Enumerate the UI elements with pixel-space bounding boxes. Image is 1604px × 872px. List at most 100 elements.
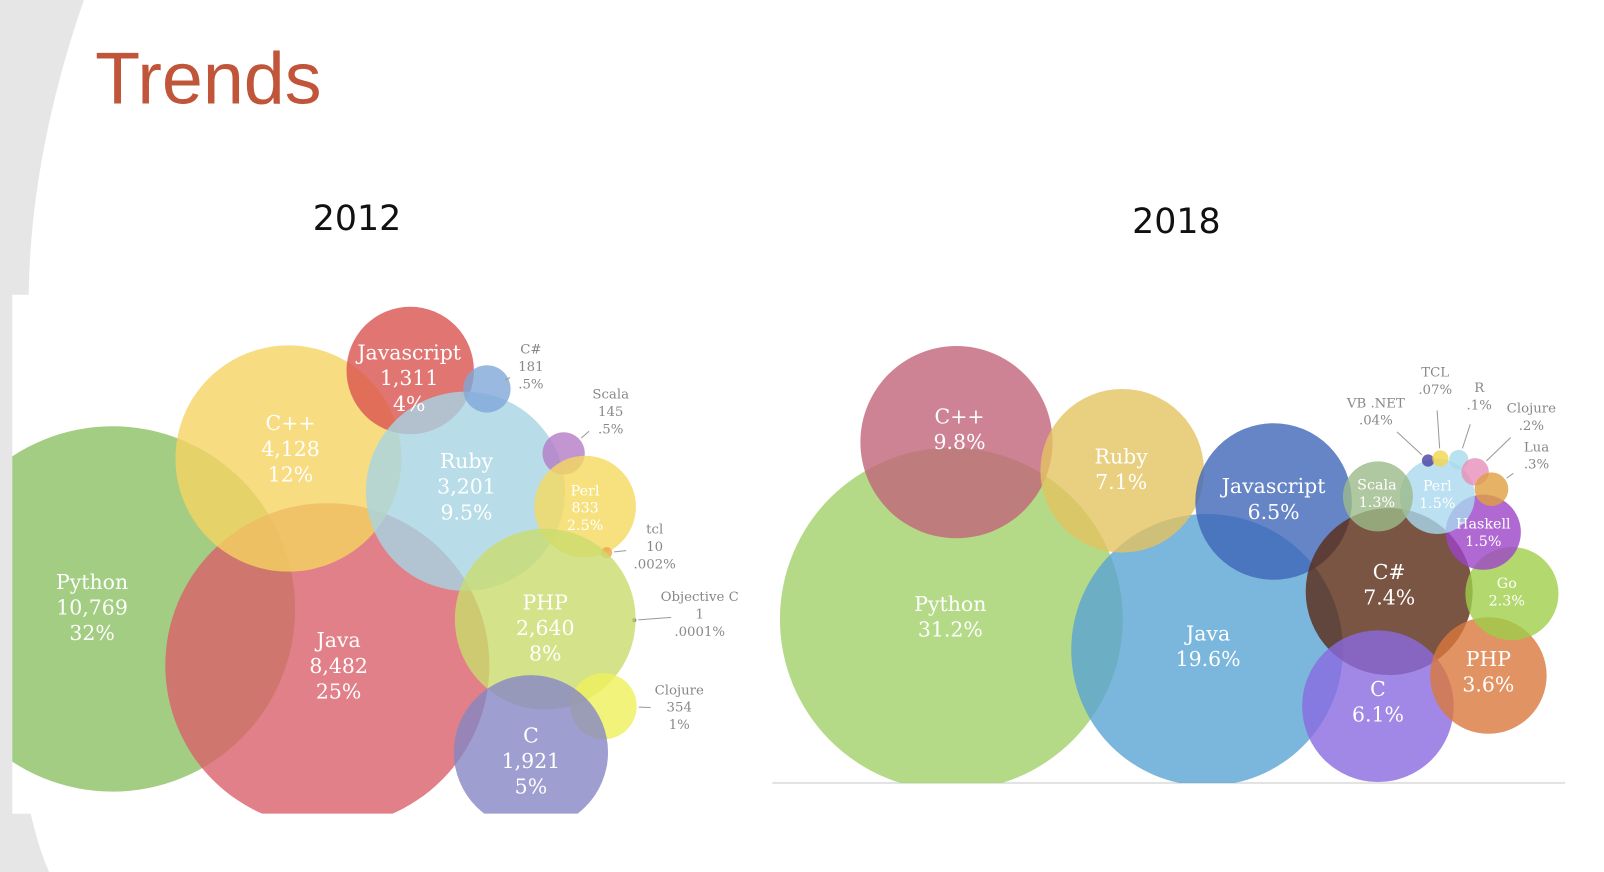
bubble-label: 145: [598, 405, 623, 420]
bubble-label: 1: [695, 608, 703, 623]
bubble-label: 9.5%: [440, 500, 492, 524]
bubble: [1421, 454, 1435, 467]
chart-title: 2012: [313, 199, 401, 239]
bubble-label: 2.5%: [567, 518, 603, 534]
bubble-label: 833: [571, 501, 598, 517]
bubble-label: C++: [266, 411, 316, 435]
bubble: [1302, 630, 1454, 783]
bubble-chart: [779, 346, 1559, 783]
bubble-label: .5%: [518, 377, 543, 392]
bubble-label: 3.6%: [1462, 673, 1514, 697]
bubble: [175, 345, 402, 572]
bubble-label: Scala: [1357, 478, 1397, 494]
bubble-label: 31.2%: [918, 617, 983, 641]
chart-title: 2018: [1132, 202, 1220, 242]
bubble: [1474, 472, 1509, 507]
bubble-label: Java: [315, 628, 361, 652]
leader-line: [1461, 424, 1471, 449]
bubble-label: Haskell: [1456, 517, 1511, 533]
leader-line: [614, 550, 627, 553]
bubble-label: 12%: [268, 462, 313, 486]
bubble-label: tcl: [646, 523, 663, 538]
bubble-label: .5%: [598, 422, 623, 437]
bubble-label: 1%: [669, 718, 690, 733]
bubble-label: 32%: [69, 621, 114, 645]
bubble-label: 9.8%: [934, 430, 986, 454]
bubble-label: 1,921: [502, 749, 561, 773]
bubble-label: Objective C: [661, 590, 739, 605]
bubble-label: 10: [646, 540, 663, 555]
bubble-label: .2%: [1519, 419, 1544, 434]
bubble-label: Python: [56, 570, 128, 594]
bubble-label: .04%: [1359, 414, 1393, 429]
bubble: [165, 503, 490, 814]
bubble: [1071, 514, 1343, 783]
bubble-label: 25%: [316, 679, 361, 703]
bubble: [1195, 423, 1352, 580]
slide-edge: [0, 0, 84, 872]
bubble-label: Perl: [571, 483, 600, 499]
bubble-label: Ruby: [440, 449, 494, 473]
bubble-label: .002%: [634, 557, 676, 572]
bubble-label: Python: [914, 592, 986, 616]
bubble-label: PHP: [1466, 647, 1512, 671]
bubble-label: 8%: [529, 642, 561, 666]
bubble-label: .1%: [1467, 398, 1492, 413]
bubble-label: Javascript: [355, 341, 461, 365]
bubble: [1430, 617, 1547, 734]
bubble-label: Java: [1184, 622, 1230, 646]
bubble-label: Scala: [592, 388, 629, 403]
bubble-label: 5%: [515, 775, 547, 799]
bubble: [779, 447, 1123, 783]
bubble-label: Lua: [1524, 440, 1549, 455]
leader-line: [1486, 437, 1512, 462]
bubble-label: 19.6%: [1176, 647, 1241, 671]
slide-title: Trends: [95, 36, 321, 119]
bubble-label: .3%: [1524, 458, 1549, 473]
leader-line: [638, 616, 672, 621]
leader-line: [1396, 431, 1423, 456]
leader-line: [1436, 410, 1441, 449]
bubble-label: 1.5%: [1465, 534, 1501, 550]
bubble-label: C: [1370, 677, 1386, 701]
bubble: [860, 346, 1053, 539]
bubble: [1040, 388, 1204, 553]
bubble-label: 2.3%: [1489, 593, 1525, 609]
bubble-label: 10,769: [56, 595, 128, 619]
bubble-label: 6.1%: [1352, 702, 1404, 726]
bubble-label: Perl: [1423, 479, 1452, 495]
bubble-label: 1.3%: [1359, 495, 1395, 511]
bubble-label: 1,311: [380, 366, 439, 390]
leader-line: [580, 430, 590, 439]
bubble: [463, 365, 511, 413]
bubble-label: VB .NET: [1346, 396, 1405, 411]
bubble-label: 7.4%: [1363, 586, 1415, 610]
bubble-label: R: [1474, 381, 1485, 396]
bubble-label: 7.1%: [1095, 470, 1147, 494]
bubble-label: 4,128: [261, 437, 320, 461]
bubble-label: C: [523, 723, 539, 747]
bubble-label: Clojure: [655, 683, 704, 698]
bubble-label: 354: [667, 701, 692, 716]
leader-line: [1506, 472, 1514, 479]
bubble: [453, 675, 609, 814]
bubble: [454, 528, 636, 710]
bubble-label: .07%: [1418, 383, 1452, 398]
bubble-label: C#: [1373, 560, 1406, 584]
bubble: [1432, 450, 1449, 467]
bubble-label: .0001%: [674, 625, 725, 640]
bubble-label: Clojure: [1507, 401, 1556, 416]
bubble: [1399, 458, 1475, 534]
bubble-label: 8,482: [309, 654, 368, 678]
bubble-label: 1.5%: [1419, 496, 1455, 512]
bubble: [1342, 461, 1413, 532]
bubble-label: 2,640: [516, 616, 575, 640]
bubble: [1305, 508, 1473, 676]
bubble-label: 4%: [393, 392, 425, 416]
bubble-label: Go: [1497, 576, 1517, 592]
bubble-chart: [12, 306, 637, 814]
bubble-label: TCL: [1421, 366, 1449, 381]
bubble-label: 3,201: [437, 475, 496, 499]
bubble-label: 181: [518, 360, 543, 375]
